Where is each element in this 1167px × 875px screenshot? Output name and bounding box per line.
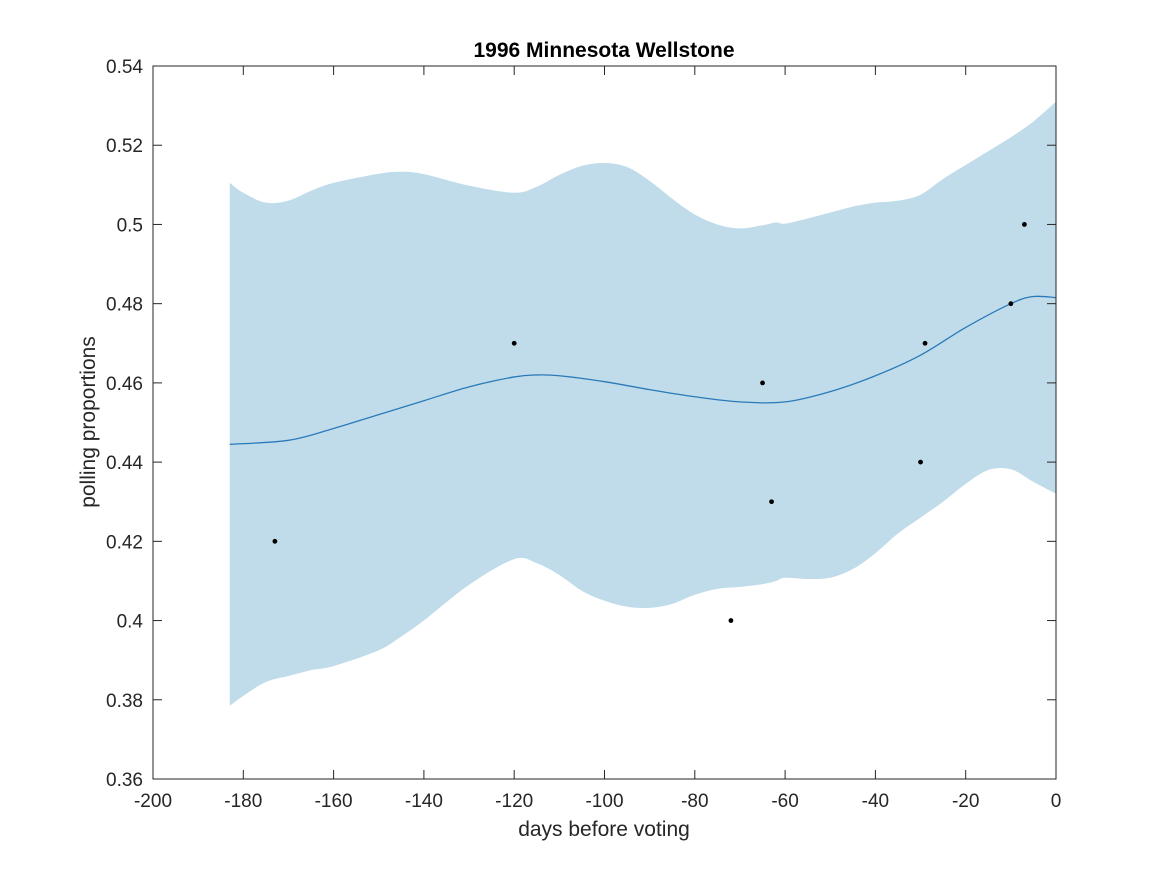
axis-ticks [152, 65, 1057, 780]
x-tick-label: -100 [585, 791, 623, 812]
x-tick-label: -140 [405, 791, 443, 812]
y-tick-label: 0.54 [106, 57, 143, 78]
poll-point [1021, 222, 1027, 227]
x-tick-labels: -200 -180 -160 -140 -120 -100 -80 -60 -40 -20 0 [134, 791, 1061, 812]
poll-point [728, 618, 734, 623]
x-tick-label: -120 [495, 791, 533, 812]
y-tick-label: 0.44 [106, 453, 143, 474]
x-tick-label: -80 [681, 791, 708, 812]
y-tick-label: 0.5 [117, 215, 143, 236]
y-tick-label: 0.4 [117, 612, 144, 633]
poll-point [918, 459, 923, 465]
plot-area [229, 101, 1057, 706]
confidence-band [229, 101, 1056, 706]
poll-point [272, 538, 278, 544]
x-tick-label: -160 [315, 791, 353, 812]
x-axis-label: days before voting [518, 818, 690, 841]
y-tick-labels: 0.36 0.38 0.4 0.42 0.44 0.46 0.48 0.5 0.52 0.54 [106, 57, 143, 791]
y-tick-label: 0.46 [106, 374, 143, 395]
x-tick-label: -60 [771, 791, 798, 812]
chart-title: 1996 Minnesota Wellstone [473, 39, 734, 62]
x-tick-label: -200 [134, 791, 172, 812]
poll-points [272, 222, 1027, 623]
poll-point [511, 340, 517, 346]
y-tick-label: 0.38 [106, 691, 143, 712]
poll-point [1008, 301, 1014, 307]
y-tick-label: 0.36 [106, 770, 143, 791]
x-tick-label: 0 [1051, 791, 1062, 812]
y-tick-label: 0.48 [106, 295, 143, 316]
y-axis-label: polling proportions [77, 336, 100, 508]
x-tick-label: -40 [862, 791, 889, 812]
poll-point [922, 340, 928, 346]
poll-point [769, 499, 774, 505]
mean-line [229, 295, 1057, 445]
x-tick-label: -20 [952, 791, 979, 812]
x-tick-label: -180 [224, 791, 262, 812]
poll-point [760, 380, 765, 386]
y-tick-label: 0.52 [106, 136, 143, 157]
y-tick-label: 0.42 [106, 532, 143, 553]
